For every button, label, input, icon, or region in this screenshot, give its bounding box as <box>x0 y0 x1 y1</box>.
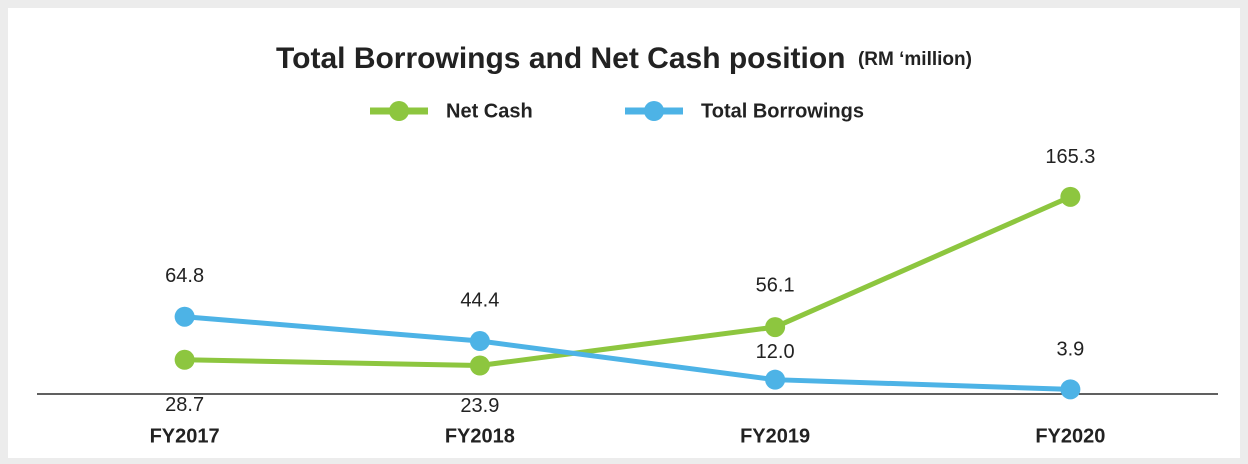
data-point <box>765 317 786 338</box>
chart-subtitle: (RM ‘million) <box>858 49 972 70</box>
x-tick-label: FY2019 <box>740 425 810 447</box>
legend-marker <box>389 101 409 121</box>
x-tick-label: FY2017 <box>150 425 220 447</box>
series-line <box>184 194 1072 368</box>
x-tick-label: FY2018 <box>445 425 515 447</box>
data-label: 3.9 <box>1056 339 1084 361</box>
data-label: 165.3 <box>1045 146 1095 168</box>
legend-label: Net Cash <box>446 100 533 122</box>
panel <box>8 8 1240 458</box>
series-line <box>184 314 1071 392</box>
data-point <box>469 331 490 352</box>
x-tick-label: FY2020 <box>1035 425 1105 447</box>
data-label: 23.9 <box>460 395 499 417</box>
chart-title: Total Borrowings and Net Cash position <box>276 42 845 75</box>
data-label: 44.4 <box>460 289 499 311</box>
data-point <box>469 355 490 376</box>
data-point <box>1060 186 1081 207</box>
data-label: 28.7 <box>165 394 204 416</box>
data-point <box>765 369 786 390</box>
chart-title-group: Total Borrowings and Net Cash position (… <box>276 42 972 75</box>
data-label: 12.0 <box>756 341 795 363</box>
data-point <box>1060 379 1081 400</box>
legend-marker <box>644 101 664 121</box>
legend-label: Total Borrowings <box>701 100 864 122</box>
data-point <box>174 306 195 327</box>
data-label: 56.1 <box>756 274 795 296</box>
data-point <box>174 349 195 370</box>
data-label: 64.8 <box>165 265 204 287</box>
